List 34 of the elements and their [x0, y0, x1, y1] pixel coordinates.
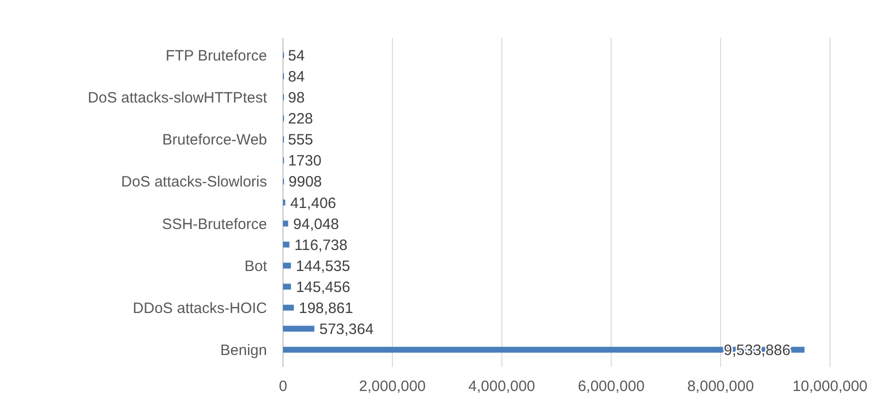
x-tick-label: 0 [278, 378, 288, 395]
x-tick-label: 4,000,000 [468, 378, 536, 395]
bar [283, 220, 288, 226]
data-label: 145,456 [296, 278, 350, 296]
bar [283, 304, 294, 311]
data-label: 144,535 [296, 258, 350, 275]
data-label: 9908 [288, 174, 322, 191]
y-tick-label: Benign [220, 342, 267, 359]
x-tick-label: 10,000,000 [792, 378, 868, 395]
data-label: 198,861 [298, 300, 354, 317]
data-label: 98 [288, 90, 305, 107]
bar [283, 262, 291, 269]
data-label: 1730 [288, 152, 322, 170]
y-tick-label: DoS attacks-slowHTTPtest [88, 90, 268, 107]
data-label: 84 [288, 68, 305, 86]
y-tick-label: FTP Bruteforce [166, 48, 267, 65]
bar [283, 326, 314, 332]
data-label: 228 [288, 110, 314, 128]
x-tick-label: 2,000,000 [359, 378, 426, 395]
data-label: 41,406 [290, 194, 336, 212]
x-tick-label: 8,000,000 [687, 378, 754, 395]
y-tick-label: Bot [244, 258, 268, 275]
x-tick-label: 6,000,000 [578, 378, 645, 395]
bar [283, 242, 290, 248]
bar [283, 284, 291, 290]
y-tick-label: DoS attacks-Slowloris [121, 174, 267, 191]
y-tick-label: DDoS attacks-HOIC [132, 300, 268, 317]
data-label: 94,048 [293, 216, 340, 233]
data-label: 54 [288, 48, 305, 65]
y-tick-label: SSH-Bruteforce [162, 216, 267, 233]
data-label: 116,738 [294, 236, 348, 254]
data-label: 573,364 [319, 320, 374, 338]
data-label: 555 [288, 132, 314, 149]
y-tick-label: Bruteforce-Web [162, 132, 267, 149]
